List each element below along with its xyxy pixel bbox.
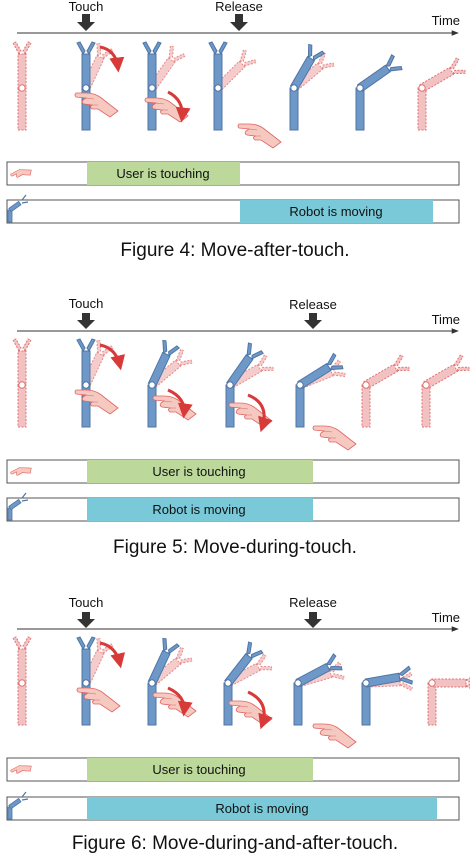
hand-icon bbox=[312, 723, 357, 749]
user-bar-label: User is touching bbox=[152, 762, 245, 777]
robot-pose bbox=[421, 353, 470, 428]
touch-label: Touch bbox=[69, 296, 104, 311]
robot-pose bbox=[12, 338, 32, 428]
release-label: Release bbox=[289, 297, 337, 312]
robot-pose bbox=[74, 338, 119, 428]
figure-6: Touch Release Time User is touching bbox=[6, 595, 470, 854]
robot-pose bbox=[361, 665, 413, 726]
user-bar-label: User is touching bbox=[152, 464, 245, 479]
user-touching-bar bbox=[87, 460, 313, 483]
time-label: Time bbox=[432, 312, 460, 327]
robot-pose bbox=[293, 653, 357, 749]
time-label: Time bbox=[432, 13, 460, 28]
robot-arm-icon bbox=[7, 194, 29, 223]
robot-pose bbox=[225, 342, 275, 428]
hand-icon bbox=[74, 389, 119, 415]
hand-icon bbox=[152, 692, 197, 718]
robot-bar-label: Robot is moving bbox=[289, 204, 382, 219]
release-label: Release bbox=[215, 0, 263, 14]
rotation-arrows bbox=[99, 641, 273, 730]
robot-pose bbox=[147, 637, 197, 726]
hand-icon bbox=[152, 395, 197, 421]
user-timeline-row: User is touching bbox=[6, 757, 460, 782]
robot-pose bbox=[355, 54, 403, 131]
robot-timeline-row: Robot is moving bbox=[6, 194, 460, 224]
robot-pose bbox=[74, 41, 119, 131]
rotation-arrows bbox=[99, 45, 191, 123]
robot-bar-label: Robot is moving bbox=[215, 801, 308, 816]
figure-caption: Figure 6: Move-during-and-after-touch. bbox=[72, 833, 398, 854]
figure-4: Touch Release Time User is touching bbox=[6, 0, 467, 261]
touch-marker-arrow bbox=[77, 313, 95, 329]
touch-label: Touch bbox=[69, 595, 104, 610]
touch-label: Touch bbox=[69, 0, 104, 14]
robot-moving-bar bbox=[240, 200, 433, 223]
user-touching-bar bbox=[87, 758, 313, 781]
user-touching-bar bbox=[87, 162, 240, 185]
robot-pose bbox=[12, 636, 32, 726]
release-marker-arrow bbox=[304, 313, 322, 329]
robot-pose bbox=[427, 673, 470, 726]
figure-caption: Figure 5: Move-during-touch. bbox=[113, 537, 357, 558]
release-marker-arrow bbox=[304, 612, 322, 628]
robot-pose bbox=[76, 636, 121, 726]
touch-marker-arrow bbox=[77, 612, 95, 628]
robot-moving-bar bbox=[87, 797, 437, 820]
figure-5: Touch Release Time User is touching bbox=[6, 296, 470, 558]
robot-arm-icon bbox=[7, 791, 29, 820]
robot-bar-label: Robot is moving bbox=[152, 502, 245, 517]
robot-pose bbox=[12, 41, 32, 131]
robot-pose bbox=[295, 352, 357, 451]
robot-arm-icon bbox=[7, 492, 29, 521]
robot-pose bbox=[208, 41, 282, 149]
robot-pose-sequence bbox=[12, 338, 470, 451]
robot-pose-sequence bbox=[12, 41, 467, 149]
figure-caption: Figure 4: Move-after-touch. bbox=[120, 240, 349, 261]
hand-icon bbox=[74, 92, 119, 118]
user-timeline-row: User is touching bbox=[6, 459, 460, 484]
user-timeline-row: User is touching bbox=[6, 161, 460, 186]
robot-pose-sequence bbox=[12, 636, 470, 749]
release-label: Release bbox=[289, 595, 337, 610]
release-marker-arrow bbox=[230, 14, 248, 31]
robot-pose bbox=[147, 339, 197, 428]
robot-pose bbox=[142, 41, 189, 131]
robot-pose bbox=[289, 43, 335, 131]
hand-icon bbox=[237, 123, 282, 149]
robot-pose bbox=[223, 641, 273, 726]
time-label: Time bbox=[432, 610, 460, 625]
robot-timeline-row: Robot is moving bbox=[6, 492, 460, 522]
user-bar-label: User is touching bbox=[116, 166, 209, 181]
robot-timeline-row: Robot is moving bbox=[6, 791, 460, 821]
robot-moving-bar bbox=[87, 498, 313, 521]
hand-icon bbox=[312, 425, 357, 451]
hand-icon bbox=[10, 765, 32, 774]
hand-icon bbox=[76, 687, 121, 713]
robot-pose bbox=[417, 56, 467, 131]
rotation-arrows bbox=[99, 343, 273, 433]
hand-icon bbox=[10, 467, 32, 476]
robot-pose bbox=[361, 353, 411, 428]
touch-marker-arrow bbox=[77, 14, 95, 31]
hand-icon bbox=[10, 169, 32, 178]
